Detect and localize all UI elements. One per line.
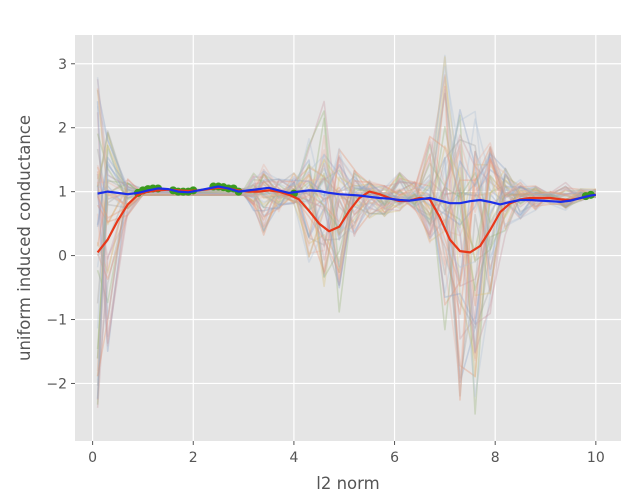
y-tick-label: 1	[58, 185, 67, 201]
x-axis-label: l2 norm	[316, 474, 379, 493]
y-axis-ticks: −2 −1 0 1 2 3	[46, 57, 75, 392]
y-tick-label: 3	[58, 57, 67, 73]
x-tick-label: 0	[88, 450, 97, 466]
gridlines	[75, 35, 621, 441]
plot-area	[75, 35, 621, 441]
x-tick-label: 8	[491, 450, 500, 466]
x-axis-ticks: 0 2 4 6 8 10	[88, 441, 605, 466]
y-axis-label: uniform induced conductance	[15, 115, 34, 361]
x-tick-label: 10	[587, 450, 605, 466]
y-tick-label: −1	[46, 313, 67, 329]
x-tick-label: 4	[289, 450, 298, 466]
highlight-lines	[96, 185, 596, 254]
blue-highlight-line	[97, 185, 596, 206]
y-tick-label: 0	[58, 249, 67, 265]
x-tick-label: 6	[390, 450, 399, 466]
y-tick-label: 2	[58, 121, 67, 137]
y-tick-label: −2	[46, 376, 67, 392]
x-tick-label: 2	[189, 450, 198, 466]
